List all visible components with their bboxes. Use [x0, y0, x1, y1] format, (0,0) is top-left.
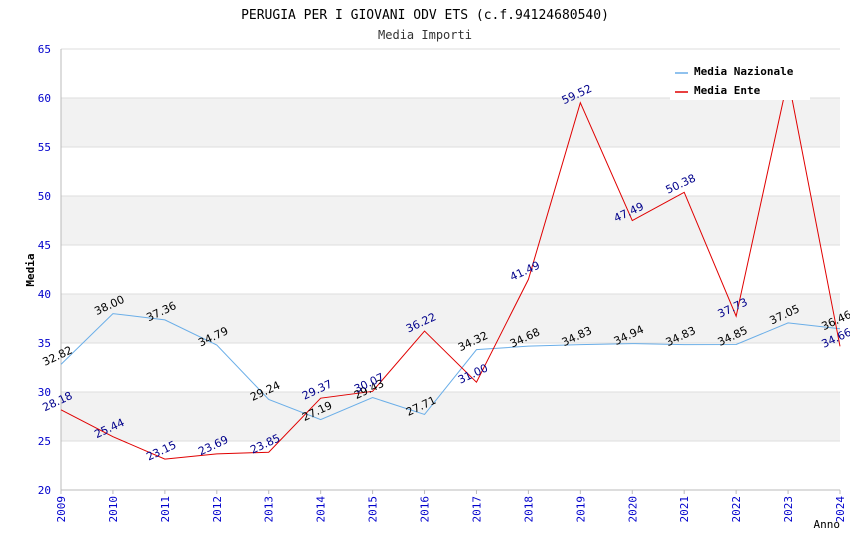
x-tick-label: 2020: [626, 496, 639, 523]
chart-title: PERUGIA PER I GIOVANI ODV ETS (c.f.94124…: [241, 8, 609, 23]
x-tick-label: 2012: [211, 496, 224, 523]
data-label-ente: 50.38: [664, 172, 698, 197]
grid-band: [61, 196, 840, 245]
grid-band: [61, 294, 840, 343]
x-tick-label: 2018: [522, 496, 535, 523]
x-tick-label: 2014: [315, 496, 328, 523]
y-tick-label: 20: [38, 484, 51, 497]
legend-label-ente: Media Ente: [694, 84, 761, 97]
y-tick-label: 45: [38, 239, 51, 252]
legend-label-national: Media Nazionale: [694, 65, 794, 78]
y-axis-label: Media: [24, 253, 37, 286]
series-line-nazionale: [60, 313, 841, 421]
x-tick-label: 2021: [678, 496, 691, 523]
x-tick-label: 2022: [730, 496, 743, 523]
y-tick-label: 40: [38, 288, 51, 301]
data-label-ente: 23.15: [144, 438, 178, 463]
x-tick-label: 2009: [55, 496, 68, 523]
legend: Media Nazionale Media Ente: [670, 60, 810, 100]
y-tick-label: 30: [38, 386, 51, 399]
x-tick-label: 2019: [574, 496, 587, 523]
x-tick-label: 2013: [263, 496, 276, 523]
x-tick-label: 2010: [107, 496, 120, 523]
y-tick-label: 65: [38, 43, 51, 56]
y-tick-label: 25: [38, 435, 51, 448]
x-tick-label: 2015: [367, 496, 380, 523]
grid-band: [61, 98, 840, 147]
y-tick-label: 60: [38, 92, 51, 105]
x-tick-label: 2017: [470, 496, 483, 523]
data-label-ente: 41.49: [508, 259, 542, 284]
x-axis-label: Anno: [814, 518, 841, 531]
series-line-ente: [60, 78, 841, 460]
x-tick-label: 2016: [419, 496, 432, 523]
x-tick-label: 2011: [159, 496, 172, 523]
x-tick-label: 2024: [834, 496, 847, 523]
chart-subtitle: Media Importi: [378, 28, 472, 42]
y-tick-label: 55: [38, 141, 51, 154]
data-label-ente: 31.00: [456, 361, 490, 386]
x-tick-label: 2023: [782, 496, 795, 523]
y-tick-label: 35: [38, 337, 51, 350]
grid-band: [61, 392, 840, 441]
y-tick-label: 50: [38, 190, 51, 203]
